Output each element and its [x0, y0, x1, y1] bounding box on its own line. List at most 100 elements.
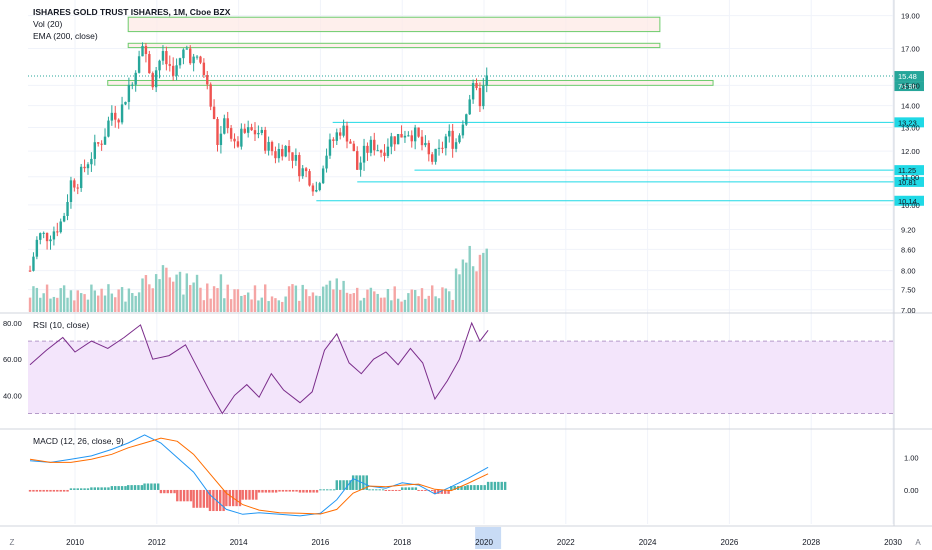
volume-bar	[390, 300, 393, 312]
macd-histogram-bar	[312, 489, 315, 493]
volume-bar	[69, 290, 73, 312]
volume-bar	[396, 298, 400, 312]
volume-bar	[403, 299, 407, 312]
volume-bar	[359, 300, 362, 312]
macd-histogram-bar	[49, 489, 52, 492]
volume-bar	[137, 292, 141, 312]
volume-bar	[311, 292, 315, 312]
macd-histogram-bar	[503, 481, 507, 490]
volume-bar	[86, 299, 90, 312]
macd-histogram-bar	[322, 489, 326, 491]
time-tick-label: 2016	[312, 538, 330, 547]
volume-bar	[79, 293, 83, 312]
volume-bar	[454, 268, 458, 312]
candle-body	[45, 232, 49, 242]
candle-body	[335, 132, 338, 141]
candle-body	[431, 154, 434, 162]
candle-body	[311, 185, 315, 192]
volume-bar	[475, 271, 478, 312]
volume-bar	[154, 274, 158, 312]
macd-legend[interactable]: MACD (12, 26, close, 9)	[33, 436, 124, 446]
candle-body	[117, 119, 120, 123]
rsi-line	[29, 321, 489, 415]
macd-histogram-bar	[447, 489, 450, 494]
countdown-label: 7d 9h	[898, 82, 917, 91]
candle-body	[338, 132, 342, 136]
volume-bar	[465, 262, 468, 312]
macd-histogram-bar	[241, 489, 244, 500]
macd-histogram-bar	[219, 489, 222, 512]
volume-bar	[148, 284, 151, 312]
volume-bar	[100, 288, 103, 312]
macd-histogram-bar	[140, 485, 144, 490]
macd-histogram-bar	[182, 489, 186, 502]
macd-histogram-bar	[93, 487, 97, 490]
volume-bar	[458, 274, 461, 312]
macd-histogram-bar	[384, 489, 388, 491]
support-level-tag	[894, 195, 924, 206]
macd-histogram-bar	[192, 489, 195, 508]
macd-histogram-bar	[173, 489, 176, 494]
volume-bar	[28, 297, 32, 312]
candle-body	[379, 150, 383, 153]
candle-body	[35, 239, 39, 257]
ema-legend[interactable]: EMA (200, close)	[33, 31, 98, 41]
macd-histogram-bar	[368, 489, 371, 491]
candle-body	[66, 202, 69, 216]
macd-histogram-bar	[453, 486, 456, 490]
candle-body	[284, 145, 287, 157]
price-tick-label: 17.00	[901, 44, 920, 53]
symbol-title[interactable]: ISHARES GOLD TRUST ISHARES, 1M, Cboe BZX	[33, 7, 231, 17]
candle-body	[257, 132, 260, 135]
candle-body	[315, 189, 318, 192]
macd-histogram-bar	[199, 489, 202, 508]
volume-bar	[216, 288, 219, 312]
macd-histogram-bar	[32, 489, 35, 492]
candle-body	[413, 127, 417, 142]
candle-body	[79, 166, 83, 189]
candle-body	[39, 233, 42, 240]
rsi-legend[interactable]: RSI (10, close)	[33, 320, 90, 330]
volume-bar	[189, 285, 192, 312]
macd-histogram-bar	[76, 488, 79, 490]
candle-body	[308, 171, 311, 186]
macd-histogram-bar	[274, 489, 278, 493]
macd-histogram-bar	[225, 489, 228, 507]
volume-bar	[444, 288, 448, 312]
volume-bar	[478, 254, 482, 312]
volume-bar	[134, 295, 137, 312]
volume-bar	[212, 286, 216, 312]
macd-histogram-bar	[407, 487, 411, 490]
volume-bar	[335, 278, 338, 312]
resistance-zones[interactable]	[107, 16, 714, 86]
volume-bar	[315, 295, 318, 312]
candle-body	[373, 139, 376, 151]
volume-bar	[386, 288, 390, 312]
volume-bar	[49, 298, 52, 312]
volume-bar	[195, 274, 199, 312]
volume-legend[interactable]: Vol (20)	[33, 19, 63, 29]
volume-bar	[318, 296, 321, 312]
macd-histogram-bar	[358, 475, 362, 490]
candle-body	[86, 164, 90, 169]
price-tick-label: 7.00	[901, 306, 916, 315]
volume-bar	[379, 297, 383, 312]
macd-histogram-bar	[417, 489, 420, 491]
candle-body	[209, 84, 212, 107]
candle-body	[441, 147, 444, 149]
candle-body	[277, 148, 281, 159]
macd-histogram-bar	[362, 475, 365, 490]
time-tick-label: 2014	[230, 538, 248, 547]
macd-tick-label: 0.00	[904, 486, 919, 495]
volume-bar	[35, 287, 39, 312]
candle-body	[158, 60, 161, 71]
price-tick-label: 12.00	[901, 147, 920, 156]
macd-histogram-bar	[332, 489, 336, 491]
candle-body	[56, 231, 59, 233]
macd-histogram-bar	[319, 489, 322, 491]
volume-bar	[76, 290, 79, 312]
macd-histogram-bar	[338, 480, 342, 490]
macd-histogram-bar	[295, 489, 298, 492]
